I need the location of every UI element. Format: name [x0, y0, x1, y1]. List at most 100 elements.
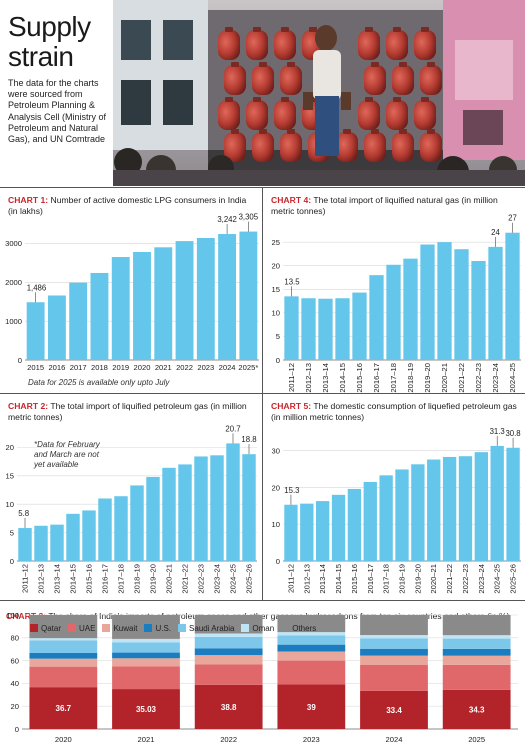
chart5-bar: [379, 475, 393, 561]
chart3-xtick-label: 2021: [138, 735, 155, 744]
chart5-xtick-label: 2013–14: [318, 564, 327, 594]
chart5-bar: [490, 445, 504, 561]
divider: [0, 600, 525, 601]
chart2-bar: [130, 485, 144, 561]
chart2-bar: [146, 476, 160, 561]
chart4-xtick-label: 2020–21: [440, 363, 449, 393]
chart3-bar-segment: [360, 690, 428, 729]
chart1-data-label: 3,305: [239, 213, 259, 222]
chart2-xtick-label: 2024–25: [229, 564, 238, 594]
chart2-plot: 0 5 10 15 20 2011–12 5.8 2012–13 2013–14 2014–15 2…: [6, 424, 257, 594]
chart5-bar: [474, 452, 488, 561]
chart1-xtick-label: 2023: [197, 363, 214, 372]
chart3-bar-segment: [112, 652, 180, 659]
chart1-bar: [133, 251, 151, 360]
chart3-bar-segment: [360, 664, 428, 691]
chart5-xtick-label: 2019–20: [413, 564, 422, 594]
chart2-data-label: 18.8: [241, 435, 256, 444]
chart5-bar: [284, 504, 298, 561]
chart4-bar: [437, 242, 452, 360]
chart3-bar-segment: [112, 642, 180, 653]
chart5-bar: [411, 464, 425, 561]
chart4-xtick-label: 2011–12: [287, 363, 296, 392]
chart2-note: *Data for February and March are not yet…: [34, 440, 100, 469]
chart5-title: CHART 5: The domestic consumption of liq…: [271, 401, 521, 422]
chart3-bar-segment: [360, 638, 428, 649]
chart1-bar: [154, 247, 173, 360]
chart5-xtick-label: 2023–24: [477, 564, 486, 594]
chart4-ytick-label: 10: [272, 309, 280, 318]
chart3-xtick-label: 2023: [303, 735, 320, 744]
chart3-bar-segment: [194, 664, 263, 685]
chart1-bar: [239, 231, 258, 360]
chart2-bar: [50, 524, 64, 561]
chart3-legend-item: UAE: [68, 624, 95, 633]
divider: [262, 188, 263, 600]
chart5-ytick-label: 0: [276, 557, 280, 566]
chart1-title: CHART 1: Number of active domestic LPG c…: [8, 195, 258, 216]
chart3-xtick-label: 2024: [386, 735, 403, 744]
chart3-bar-segment: [29, 658, 98, 667]
chart5-bar: [300, 503, 314, 561]
chart3-legend-label: Saudi Arabia: [189, 624, 235, 633]
chart3-ytick-label: 0: [15, 725, 19, 734]
chart4-bar: [420, 244, 435, 360]
chart4-label: CHART 4:: [271, 195, 312, 205]
chart4-bar: [454, 249, 469, 360]
chart3-legend-swatch: [178, 624, 187, 632]
chart1-plot: 0 1000 2000 3000 2015 1,486 2016 2017 2018 2019 20…: [5, 213, 259, 372]
chart5-xtick-label: 2022–23: [461, 564, 470, 594]
chart1-bar: [196, 237, 215, 360]
chart3-bar-segment: [277, 635, 346, 645]
chart4-ytick-label: 0: [276, 356, 280, 365]
chart1-ytick-label: 0: [18, 356, 22, 365]
chart3-bar-segment: [360, 615, 428, 636]
chart5-bar: [427, 459, 441, 561]
chart1-xtick-label: 2020: [134, 363, 151, 372]
chart1-ytick-label: 2000: [5, 278, 22, 287]
chart5-xtick-label: 2020–21: [429, 564, 438, 594]
chart4-xtick-label: 2015–16: [355, 363, 364, 393]
chart5-xtick-label: 2012–13: [302, 564, 311, 594]
chart2-bar: [210, 455, 224, 561]
chart1-xtick-label: 2024: [219, 363, 236, 372]
chart3-legend-item: Qatar: [30, 624, 61, 633]
chart2-bar: [34, 525, 48, 561]
chart2-bar: [18, 528, 32, 561]
chart4-bar: [284, 296, 299, 360]
chart4-xtick-label: 2016–17: [372, 363, 381, 393]
chart3-legend-swatch: [241, 624, 250, 632]
chart4-bar: [386, 264, 401, 360]
chart3-ytick-label: 80: [11, 634, 19, 643]
chart5-bar: [458, 456, 473, 561]
chart3-bar-segment: [277, 615, 346, 633]
divider: [0, 187, 525, 188]
chart1-bar: [26, 302, 45, 360]
chart2-xtick-label: 2020–21: [165, 564, 174, 594]
chart3-bar-segment: [277, 684, 346, 729]
chart3-label: CHART 3:: [6, 611, 47, 621]
chart2-xtick-label: 2023–24: [213, 564, 222, 594]
chart3-legend-item: Saudi Arabia: [178, 624, 234, 633]
chart1-xtick-label: 2016: [48, 363, 65, 372]
chart1-bar: [90, 272, 109, 360]
chart4-bar: [403, 258, 418, 360]
chart3-bar-segment: [194, 633, 263, 637]
chart2-ytick-label: 15: [6, 472, 14, 481]
chart3-bar-segment: [112, 658, 180, 667]
chart5-bar: [347, 488, 362, 561]
chart2-bar: [98, 498, 112, 561]
chart3-bar-segment: [442, 655, 511, 665]
chart2-xtick-label: 2025–26: [245, 564, 254, 594]
chart1-data-label: 3,242: [217, 215, 237, 224]
chart3-bar-segment: [360, 655, 428, 665]
chart3-ytick-label: 40: [11, 679, 19, 688]
chart3-bar-segment: [194, 636, 263, 649]
chart3-bar-segment: [277, 644, 346, 652]
chart2-data-label: 5.8: [18, 509, 29, 518]
chart1-ytick-label: 1000: [5, 317, 22, 326]
chart3-legend-label: Kuwait: [113, 624, 138, 633]
chart2-ytick-label: 5: [10, 528, 14, 537]
chart4-ytick-label: 25: [272, 238, 280, 247]
chart2-title-text: The total import of liquified petroleum …: [8, 401, 247, 422]
